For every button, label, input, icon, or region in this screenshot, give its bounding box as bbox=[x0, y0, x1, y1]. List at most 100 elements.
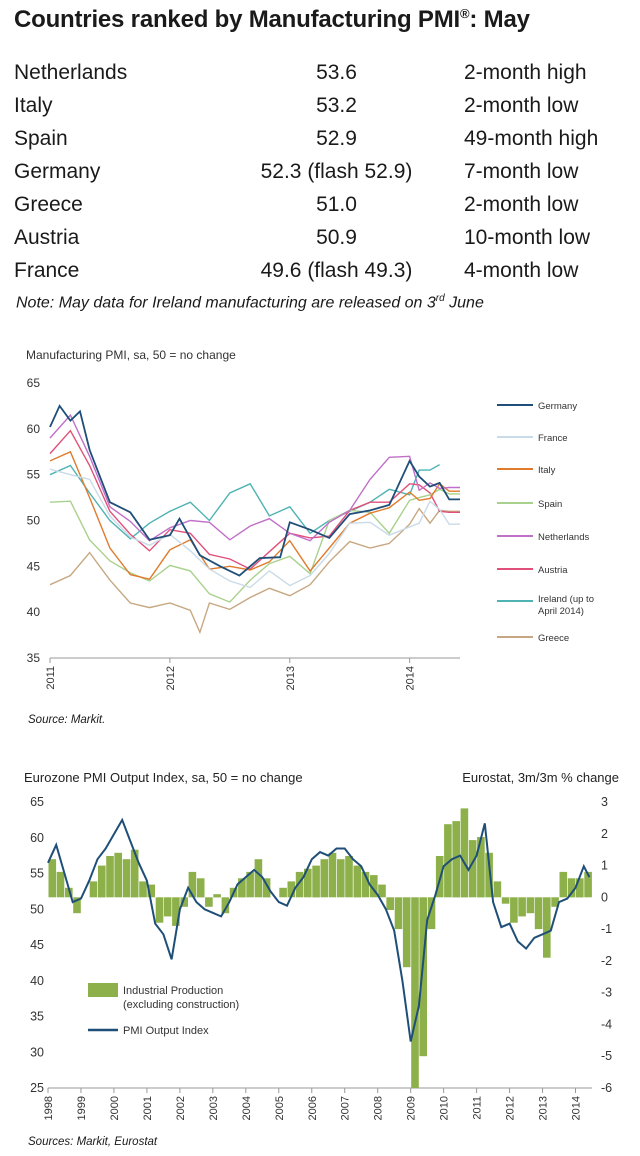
series-line-spain bbox=[49, 488, 460, 603]
industrial-production-bar bbox=[213, 894, 221, 898]
pmi-value-cell: 49.6 (flash 49.3) bbox=[260, 258, 413, 282]
ranking-row: Italy 53.2 2-month low bbox=[14, 89, 624, 122]
country-cell: Greece bbox=[14, 192, 83, 216]
industrial-production-bar bbox=[221, 897, 230, 914]
series-line-netherlands bbox=[49, 413, 460, 542]
industrial-production-bar bbox=[361, 871, 370, 898]
right-axis-title: Eurostat, 3m/3m % change bbox=[462, 770, 619, 785]
country-cell: Italy bbox=[14, 93, 53, 117]
y2-tick-label: -1 bbox=[601, 922, 612, 936]
legend-label: Germany bbox=[538, 401, 577, 412]
x-tick-label: 2011 bbox=[472, 1096, 484, 1120]
x-tick-label: 2003 bbox=[208, 1096, 220, 1120]
industrial-production-bar bbox=[386, 897, 394, 910]
legend-label: Ireland (up to bbox=[538, 594, 594, 605]
industrial-production-bar bbox=[551, 897, 559, 907]
country-cell: Netherlands bbox=[14, 60, 128, 84]
industrial-production-bar bbox=[147, 884, 155, 898]
industrial-production-bar bbox=[477, 837, 485, 898]
y-tick-label: 30 bbox=[30, 1045, 44, 1059]
legend-label: Austria bbox=[538, 565, 568, 576]
x-tick-label: 2013 bbox=[538, 1096, 550, 1120]
trend-note-cell: 49-month high bbox=[464, 126, 599, 150]
industrial-production-bar bbox=[452, 821, 460, 898]
y2-tick-label: 2 bbox=[601, 827, 608, 841]
series-line-germany bbox=[49, 404, 460, 577]
page-title: Countries ranked by Manufacturing PMI®: … bbox=[14, 6, 530, 33]
x-tick-label: 2001 bbox=[142, 1096, 154, 1120]
country-cell: Spain bbox=[14, 126, 68, 150]
industrial-production-bar bbox=[411, 897, 419, 1088]
industrial-production-bar bbox=[328, 852, 337, 898]
industrial-production-bar bbox=[295, 871, 304, 898]
industrial-production-bar bbox=[468, 840, 477, 898]
industrial-production-bar bbox=[114, 852, 122, 898]
y2-tick-label: -2 bbox=[601, 954, 612, 968]
trend-note-cell: 7-month low bbox=[464, 159, 579, 183]
legend-label: Netherlands bbox=[538, 532, 589, 543]
industrial-production-bar bbox=[576, 878, 584, 898]
country-cell: Austria bbox=[14, 225, 80, 249]
industrial-production-bar bbox=[238, 878, 246, 898]
series-line-france bbox=[49, 468, 460, 589]
industrial-production-bar bbox=[246, 871, 254, 898]
x-tick-label: 2004 bbox=[241, 1096, 253, 1120]
industrial-production-bar bbox=[427, 897, 436, 930]
legend-label: Italy bbox=[538, 465, 556, 476]
industrial-production-bar bbox=[419, 897, 427, 1057]
y-tick-label: 45 bbox=[27, 559, 41, 573]
legend-label: France bbox=[538, 433, 568, 444]
trend-note-cell: 2-month low bbox=[464, 192, 579, 216]
x-tick-label: 2006 bbox=[307, 1096, 319, 1120]
ranking-row: Germany 52.3 (flash 52.9) 7-month low bbox=[14, 155, 624, 188]
industrial-production-bar bbox=[73, 897, 81, 914]
x-tick-label: 2014 bbox=[571, 1096, 583, 1120]
ranking-row: Netherlands 53.6 2-month high bbox=[14, 56, 624, 89]
y-tick-label: 35 bbox=[30, 1010, 44, 1024]
footnote: Note: May data for Ireland manufacturing… bbox=[16, 293, 484, 312]
y-tick-label: 60 bbox=[27, 422, 41, 436]
industrial-production-bar bbox=[501, 897, 510, 904]
x-tick-label: 2005 bbox=[274, 1096, 286, 1120]
industrial-production-bar bbox=[48, 859, 57, 898]
industrial-production-bar bbox=[312, 865, 320, 898]
x-tick-label: 2008 bbox=[373, 1096, 385, 1120]
x-tick-label: 2002 bbox=[175, 1096, 187, 1120]
x-tick-label: 2000 bbox=[109, 1096, 121, 1120]
legend-label: Greece bbox=[538, 633, 569, 644]
y2-tick-label: -5 bbox=[601, 1049, 612, 1063]
industrial-production-bar bbox=[65, 887, 73, 898]
y-tick-label: 50 bbox=[30, 902, 44, 916]
industrial-production-bar bbox=[584, 871, 592, 898]
pmi-value-cell: 50.9 bbox=[316, 225, 357, 249]
industrial-production-bar bbox=[510, 897, 518, 923]
ranking-row: France 49.6 (flash 49.3) 4-month low bbox=[14, 254, 624, 287]
legend-label: Spain bbox=[538, 499, 562, 510]
y-tick-label: 25 bbox=[30, 1081, 44, 1095]
industrial-production-bar bbox=[485, 852, 493, 898]
x-tick-label: 2013 bbox=[285, 666, 297, 690]
y-tick-label: 40 bbox=[27, 605, 41, 619]
industrial-production-bar bbox=[172, 897, 180, 926]
y2-tick-label: 3 bbox=[601, 795, 608, 809]
industrial-production-bar bbox=[130, 849, 139, 898]
industrial-production-bar bbox=[106, 856, 114, 898]
legend-swatch-bars bbox=[88, 983, 118, 997]
y2-tick-label: 1 bbox=[601, 859, 608, 873]
pmi-output-line bbox=[47, 817, 591, 1042]
legend-label: PMI Output Index bbox=[123, 1025, 209, 1037]
series-line-austria bbox=[49, 429, 460, 570]
industrial-production-bar bbox=[518, 897, 526, 917]
industrial-production-bar bbox=[304, 868, 312, 898]
industrial-production-bar bbox=[56, 871, 65, 898]
y2-tick-label: -3 bbox=[601, 986, 612, 1000]
industrial-production-bar bbox=[196, 878, 205, 898]
industrial-production-bar bbox=[188, 871, 197, 898]
industrial-production-bar bbox=[378, 884, 386, 898]
chart-title: Eurozone PMI Output Index, sa, 50 = no c… bbox=[24, 770, 303, 785]
industrial-production-bar bbox=[394, 897, 403, 930]
y-tick-label: 55 bbox=[27, 468, 41, 482]
industrial-production-bar bbox=[567, 878, 576, 898]
industrial-production-bar bbox=[155, 897, 164, 923]
x-tick-label: 2009 bbox=[406, 1096, 418, 1120]
